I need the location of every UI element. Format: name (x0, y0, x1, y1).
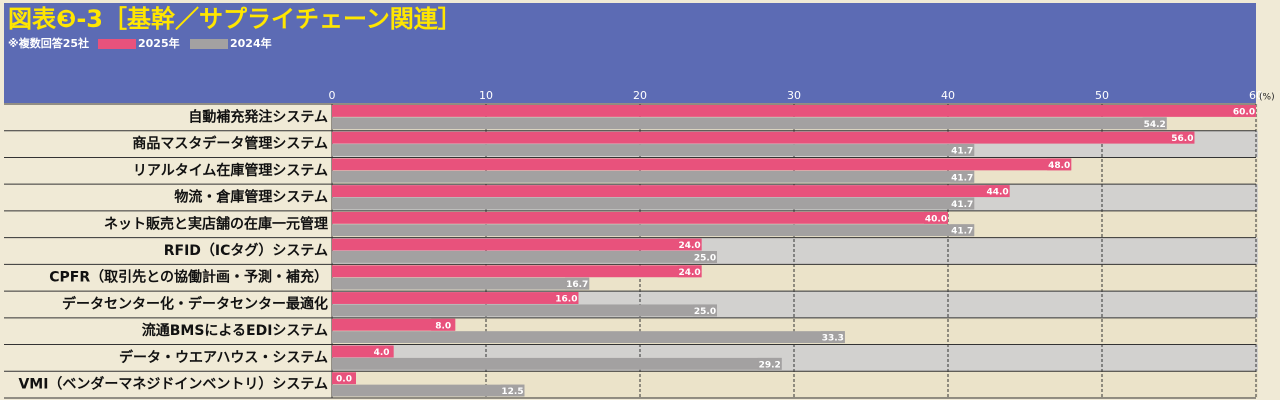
category-label: ネット販売と実店舗の在庫一元管理 (104, 215, 328, 232)
legend-label: 2025年 (138, 36, 180, 50)
value-label-bg (693, 251, 717, 263)
bar (332, 265, 702, 278)
value-label-bg (369, 345, 394, 358)
value-label: 48.0 (1048, 161, 1070, 171)
bar (332, 345, 394, 358)
legend-swatch (190, 39, 228, 49)
value-label: 24.0 (678, 268, 700, 278)
bar (332, 144, 975, 156)
value-label: 33.3 (822, 334, 844, 344)
category-label: 流通BMSによるEDIシステム (142, 322, 328, 339)
header (4, 3, 1256, 103)
value-label-bg (1142, 117, 1167, 130)
bar (332, 331, 845, 344)
bar (332, 211, 948, 224)
value-label: 25.0 (694, 307, 716, 317)
value-label-bg (565, 277, 590, 290)
value-label: 12.5 (501, 387, 523, 397)
value-label: 8.0 (435, 321, 451, 331)
category-label: 自動補充発注システム (188, 108, 328, 125)
value-label: 41.7 (951, 173, 973, 183)
value-label: 41.7 (951, 147, 973, 157)
bar (332, 251, 717, 263)
category-label: CPFR（取引先との協働計画・予測・補充） (49, 269, 328, 286)
bar (332, 185, 1010, 198)
category-label: データセンター化・データセンター最適化 (62, 295, 328, 312)
bar (332, 105, 1256, 117)
value-label-bg (820, 331, 845, 344)
value-label: 60.0 (1233, 107, 1255, 117)
value-label-bg (677, 238, 702, 251)
value-label-bg (431, 318, 456, 331)
bar (332, 304, 717, 317)
category-label: 商品マスタデータ管理システム (132, 135, 328, 152)
subtitle: ※複数回答25社 (8, 36, 89, 50)
value-label: 44.0 (986, 188, 1008, 198)
x-tick-label: 60 (1249, 89, 1263, 102)
value-label: 24.0 (678, 241, 700, 251)
bar (332, 384, 525, 397)
bar (332, 170, 975, 183)
value-label: 56.0 (1171, 134, 1193, 144)
bar (332, 197, 975, 210)
bar (332, 292, 579, 304)
value-label: 41.7 (951, 227, 973, 237)
value-label: 54.2 (1144, 120, 1166, 130)
x-tick-label: 0 (329, 89, 336, 102)
x-unit: (%) (1259, 93, 1275, 103)
x-tick-label: 50 (1095, 89, 1109, 102)
value-label-bg (950, 144, 975, 156)
bar (332, 318, 456, 331)
x-tick-label: 40 (941, 89, 955, 102)
category-label: RFID（ICタグ）システム (164, 242, 328, 259)
x-tick-label: 20 (633, 89, 647, 102)
value-label-bg (677, 265, 702, 278)
category-label: リアルタイム在庫管理システム (133, 162, 328, 179)
bar (332, 131, 1195, 144)
value-label-bg (1232, 105, 1256, 117)
bar (332, 238, 702, 251)
value-label-bg (1047, 158, 1072, 171)
value-label-bg (950, 224, 975, 237)
x-tick-label: 10 (479, 89, 493, 102)
category-label: データ・ウエアハウス・システム (119, 349, 328, 366)
value-label: 16.7 (566, 280, 588, 290)
chart-title: 図表❸-3［基幹／サプライチェーン関連］ (8, 5, 462, 33)
value-label-bg (554, 292, 579, 304)
legend-swatch (98, 39, 136, 49)
category-label: VMI（ベンダーマネジドインベントリ）システム (18, 376, 328, 393)
value-label-bg (500, 384, 525, 397)
value-label-bg (985, 185, 1010, 198)
bar (332, 357, 782, 370)
bar (332, 277, 590, 290)
value-label: 29.2 (759, 360, 781, 370)
value-label: 0.0 (336, 375, 352, 385)
bar (332, 158, 1072, 171)
value-label-bg (757, 357, 782, 370)
value-label: 41.7 (951, 200, 973, 210)
value-label-bg (950, 197, 975, 210)
value-label: 4.0 (374, 348, 390, 358)
value-label: 25.0 (694, 253, 716, 263)
bar (332, 117, 1167, 130)
bar (332, 224, 975, 237)
value-label: 40.0 (925, 214, 947, 224)
category-label: 物流・倉庫管理システム (174, 189, 328, 206)
value-label-bg (332, 372, 356, 385)
value-label-bg (693, 304, 717, 317)
value-label-bg (924, 211, 948, 224)
legend-label: 2024年 (230, 36, 272, 50)
value-label-bg (1170, 131, 1195, 144)
x-tick-label: 30 (787, 89, 801, 102)
value-label: 16.0 (555, 295, 577, 305)
value-label-bg (950, 170, 975, 183)
